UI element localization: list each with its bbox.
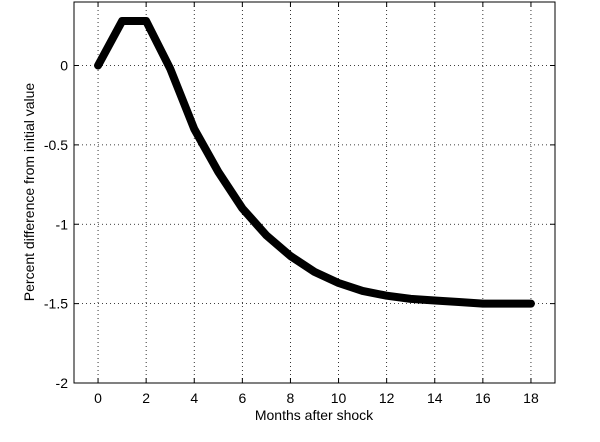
x-tick-label: 14 (427, 390, 443, 406)
x-tick-label: 18 (523, 390, 539, 406)
y-tick-label: -1.5 (44, 296, 68, 312)
x-tick-label: 2 (142, 390, 150, 406)
y-axis-label: Percent difference from initial value (21, 83, 37, 302)
y-tick-label: -1 (56, 216, 69, 232)
x-tick-label: 4 (190, 390, 198, 406)
x-axis-label: Months after shock (255, 407, 374, 423)
x-tick-label: 0 (94, 390, 102, 406)
data-line (94, 17, 535, 308)
y-tick-label: -2 (56, 375, 69, 391)
x-tick-label: 10 (331, 390, 347, 406)
x-tick-label: 16 (475, 390, 491, 406)
x-tick-label: 8 (287, 390, 295, 406)
x-tick-label: 12 (379, 390, 395, 406)
plot-frame (73, 1, 556, 384)
x-tick-label: 6 (238, 390, 246, 406)
y-tick-label: -0.5 (44, 137, 68, 153)
y-tick-label: 0 (60, 58, 68, 74)
